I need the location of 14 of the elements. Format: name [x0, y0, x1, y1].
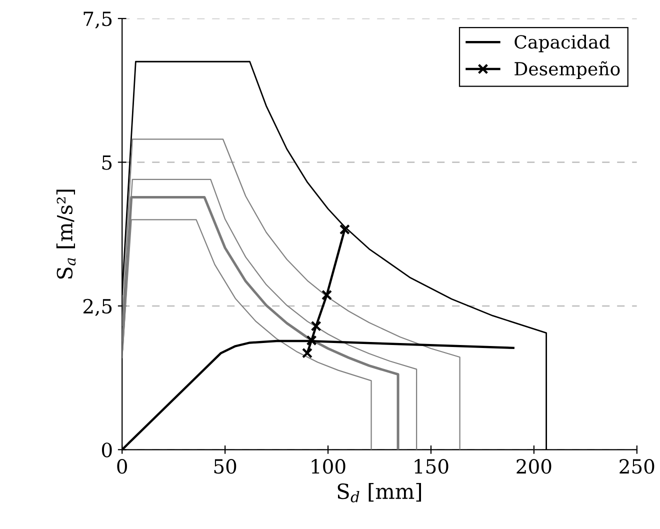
y-tick-label: 5: [102, 155, 112, 170]
legend-label: Capacidad: [514, 34, 610, 52]
x-tick-label: 200: [516, 459, 552, 474]
x-tick-label: 50: [214, 459, 236, 474]
x-tick-label: 0: [117, 459, 127, 474]
y-tick-label: 2,5: [83, 298, 112, 316]
x-tick-label: 150: [414, 459, 448, 474]
x-tick-label: 100: [312, 459, 346, 474]
y-tick-label: 7,5: [84, 12, 112, 29]
x-axis-title: S$_{d}$ [mm]: [338, 483, 421, 502]
y-tick-label: 0: [102, 442, 112, 458]
legend-label: Desempeño: [514, 61, 620, 80]
x-tick-label: 250: [620, 459, 654, 474]
y-axis-title: S$_{a}$ [m/s²]: [56, 190, 76, 279]
